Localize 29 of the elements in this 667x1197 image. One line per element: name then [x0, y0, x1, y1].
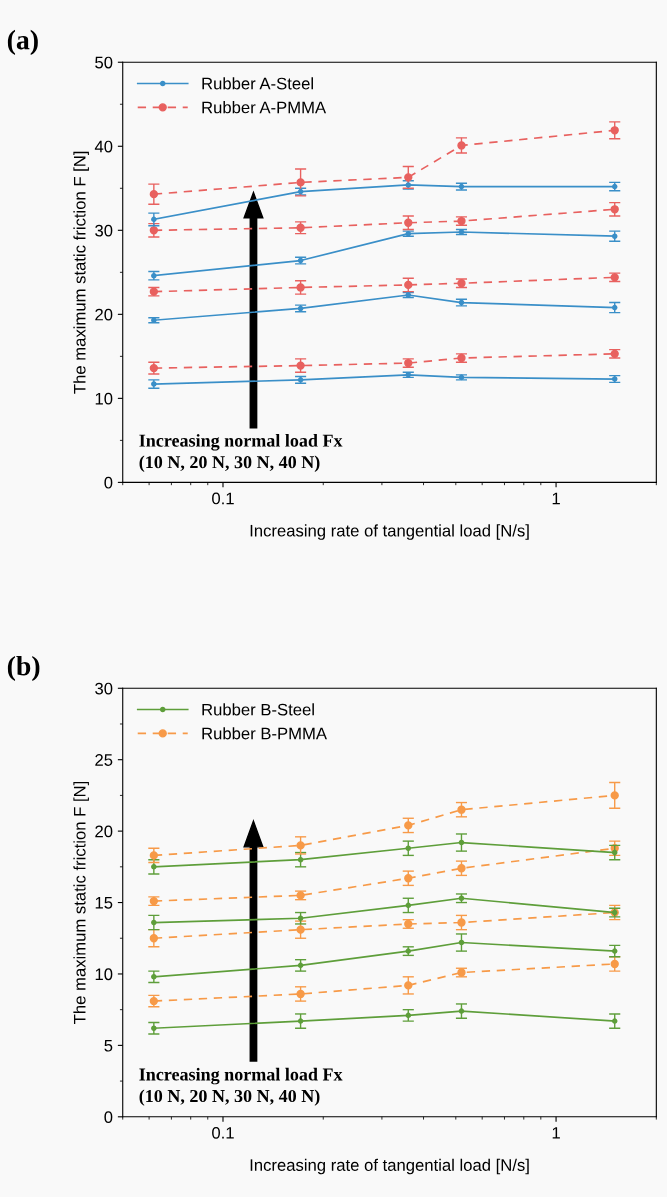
- y-axis-title: The maximum static friction F [N]: [73, 151, 89, 394]
- legend-label: Rubber A-PMMA: [202, 101, 327, 114]
- y-tick-label: 15: [95, 897, 113, 909]
- annotation: Increasing normal load Fx (10 N, 20 N, 30 N, 40 N): [139, 1067, 343, 1106]
- y-tick-label: 20: [95, 825, 113, 838]
- y-tick-label: 0: [104, 1111, 113, 1123]
- y-tick-label: 20: [95, 308, 113, 321]
- x-tick-label: 1: [552, 1127, 560, 1139]
- legend-label: Rubber B-PMMA: [202, 727, 327, 740]
- y-tick-label: 5: [104, 1039, 113, 1052]
- y-tick-label: 10: [95, 968, 113, 981]
- y-axis-title: The maximum static friction F [N]: [73, 781, 89, 1024]
- x-tick-label: 0.1: [212, 492, 234, 505]
- chart-title: (a): [7, 29, 38, 56]
- y-tick-label: 0: [104, 476, 113, 489]
- y-tick-label: 40: [94, 140, 113, 153]
- y-tick-label: 50: [95, 56, 113, 69]
- annotation: Increasing normal load Fx (10 N, 20 N, 30 N, 40 N): [139, 434, 343, 472]
- legend-label: Rubber A-Steel: [202, 77, 313, 90]
- chart-title: (b): [7, 655, 40, 682]
- y-tick-label: 30: [95, 224, 113, 237]
- y-tick-label: 10: [95, 392, 113, 405]
- legend-label: Rubber B-Steel: [202, 703, 314, 716]
- x-tick-label: 0.1: [212, 1126, 234, 1139]
- x-axis-title: Increasing rate of tangential load [N/s]: [250, 1158, 529, 1175]
- x-axis-title: Increasing rate of tangential load [N/s]: [250, 524, 529, 540]
- y-tick-label: 25: [95, 754, 113, 766]
- y-tick-label: 30: [95, 682, 113, 695]
- x-tick-label: 1: [552, 492, 560, 505]
